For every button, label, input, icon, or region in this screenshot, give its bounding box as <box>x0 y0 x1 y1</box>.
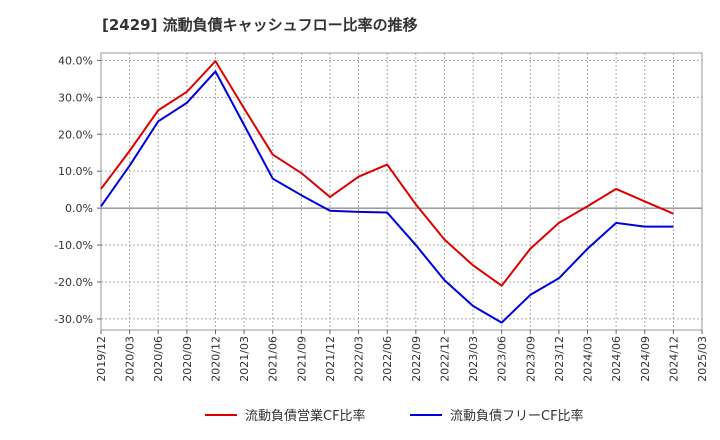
legend-label-2: 流動負債フリーCF比率 <box>450 408 584 424</box>
x-tick-label: 2020/12 <box>209 336 222 382</box>
x-tick-label: 2023/03 <box>467 336 480 382</box>
x-tick-label: 2021/09 <box>295 336 308 382</box>
y-tick-label: 30.0% <box>58 91 93 104</box>
x-tick-label: 2023/09 <box>524 336 537 382</box>
grid-lines <box>101 53 702 330</box>
y-axis-ticks: 40.0% 30.0% 20.0% 10.0% 0.0% -10.0% -20.0% -30.… <box>54 54 101 326</box>
x-tick-label: 2023/12 <box>553 336 566 382</box>
x-tick-label: 2021/12 <box>324 336 337 382</box>
x-tick-label: 2024/12 <box>667 336 680 382</box>
y-tick-label: 20.0% <box>58 128 93 141</box>
x-tick-label: 2022/09 <box>410 336 423 382</box>
legend: 流動負債営業CF比率 流動負債フリーCF比率 <box>205 408 584 424</box>
x-tick-label: 2024/06 <box>610 336 623 382</box>
x-axis-ticks: 2019/12 2020/03 2020/06 2020/09 2020/12 2021/… <box>95 330 709 382</box>
y-tick-label: 0.0% <box>65 202 93 215</box>
x-tick-label: 2023/06 <box>496 336 509 382</box>
y-tick-label: -30.0% <box>54 313 93 326</box>
series-group <box>100 60 674 324</box>
x-tick-label: 2021/06 <box>267 336 280 382</box>
legend-label-1: 流動負債営業CF比率 <box>245 408 366 424</box>
y-tick-label: -10.0% <box>54 239 93 252</box>
x-tick-label: 2021/03 <box>238 336 251 382</box>
x-tick-label: 2019/12 <box>95 336 108 382</box>
x-tick-label: 2022/12 <box>438 336 451 382</box>
x-tick-label: 2020/06 <box>152 336 165 382</box>
x-tick-label: 2022/03 <box>353 336 366 382</box>
y-tick-label: -20.0% <box>54 276 93 289</box>
chart-title: [2429] 流動負債キャッシュフロー比率の推移 <box>102 16 418 34</box>
x-tick-label: 2024/03 <box>582 336 595 382</box>
x-tick-label: 2022/06 <box>381 336 394 382</box>
y-tick-label: 40.0% <box>58 54 93 67</box>
x-tick-label: 2020/09 <box>181 336 194 382</box>
x-tick-label: 2024/09 <box>639 336 652 382</box>
x-tick-label: 2025/03 <box>696 336 709 382</box>
plot-frame <box>100 52 703 331</box>
y-tick-label: 10.0% <box>58 165 93 178</box>
x-tick-label: 2020/03 <box>124 336 137 382</box>
